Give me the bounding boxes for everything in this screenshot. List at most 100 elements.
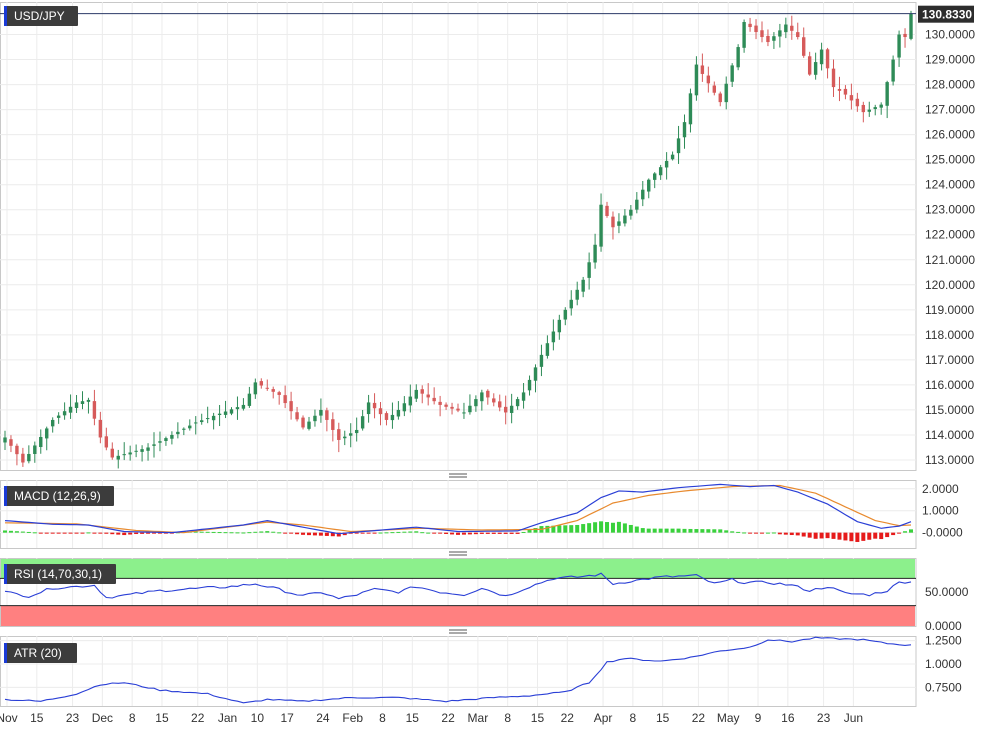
x-tick-label: Jan (218, 711, 237, 725)
candle (647, 179, 651, 192)
rsi-y-tick-label: 50.0000 (925, 585, 969, 599)
macd-histogram-bar (74, 532, 79, 534)
candle (438, 401, 442, 405)
candle (766, 35, 770, 43)
y-tick-label: 125.0000 (925, 153, 975, 167)
pane-frame-main (0, 2, 917, 471)
y-tick-label: 113.0000 (925, 453, 974, 467)
candle (796, 32, 800, 38)
macd-histogram-bar (157, 532, 162, 534)
macd-histogram-bar (670, 528, 675, 533)
candle (349, 433, 353, 436)
macd-histogram-bar (289, 532, 294, 534)
x-tick-label: 22 (441, 711, 455, 725)
candle (3, 437, 7, 443)
y-tick-label: 115.0000 (925, 403, 974, 417)
candle (706, 75, 711, 84)
candle (205, 418, 210, 420)
macd-histogram-bar (354, 532, 359, 534)
macd-histogram-bar (146, 532, 151, 534)
candle (140, 449, 144, 452)
candle (15, 445, 19, 455)
x-tick-label: Mar (468, 711, 489, 725)
atr-title-accent (4, 643, 7, 663)
macd-histogram-bar (414, 531, 419, 533)
candle (813, 62, 818, 75)
candle (831, 68, 836, 88)
candle (736, 47, 740, 68)
macd-histogram-bar (891, 532, 896, 536)
macd-histogram-bar (80, 532, 85, 534)
candle (426, 394, 430, 398)
macd-histogram-bar (873, 532, 878, 539)
candle (909, 13, 913, 39)
macd-histogram-bar (62, 532, 67, 534)
macd-histogram-bar (342, 532, 347, 536)
x-tick-label: 17 (280, 711, 294, 725)
candle (223, 411, 228, 415)
macd-line (4, 483, 912, 535)
candle (533, 367, 538, 381)
main-title-accent (4, 6, 7, 26)
macd-histogram-bar (444, 532, 449, 534)
y-tick-label: 123.0000 (925, 203, 975, 217)
macd-histogram-bar (730, 531, 735, 533)
macd-histogram-bar (485, 532, 490, 534)
candle (325, 410, 329, 420)
macd-histogram-bar (581, 524, 586, 533)
macd-histogram-bar (748, 532, 753, 534)
candle (378, 408, 383, 415)
candle (158, 441, 162, 443)
macd-histogram-bar (38, 532, 43, 534)
macd-histogram-bar (587, 523, 592, 533)
candle (474, 399, 478, 407)
candle (623, 215, 627, 224)
candle (164, 438, 168, 441)
candle (390, 414, 395, 421)
candle (354, 429, 359, 434)
candle (611, 216, 615, 228)
rsi-line (4, 572, 912, 600)
x-tick-label: 10 (251, 711, 265, 725)
macd-title: MACD (12,26,9) (14, 489, 101, 503)
macd-histogram-bar (545, 525, 550, 533)
macd-histogram-bar (509, 532, 514, 534)
candle (730, 65, 734, 82)
rsi-title-accent (4, 564, 7, 584)
macd-histogram-bar (330, 532, 335, 537)
candle (295, 412, 299, 420)
macd-histogram-bar (152, 532, 157, 534)
macd-histogram-bar (813, 532, 818, 539)
macd-histogram-bar (461, 532, 466, 535)
candle (92, 401, 97, 419)
candle (605, 205, 609, 216)
candle (432, 397, 436, 402)
macd-histogram-bar (652, 528, 657, 533)
macd-histogram-bar (640, 528, 645, 533)
macd-histogram-bar (104, 532, 109, 534)
x-tick-label: Jun (844, 711, 863, 725)
candle (551, 331, 556, 343)
y-tick-label: 128.0000 (925, 78, 975, 92)
macd-signal-line (4, 484, 912, 534)
y-tick-label: 126.0000 (925, 128, 975, 142)
macd-histogram-bar (491, 532, 496, 534)
candle (211, 415, 216, 421)
candle (748, 23, 752, 28)
y-tick-label: 119.0000 (925, 303, 974, 317)
macd-histogram-bar (533, 528, 538, 533)
candle (188, 425, 192, 429)
macd-histogram-bar (265, 531, 270, 533)
y-tick-label: 114.0000 (925, 428, 974, 442)
candle (569, 299, 573, 309)
atr-y-tick-label: 0.7500 (925, 680, 962, 694)
macd-histogram-bar (92, 532, 97, 534)
macd-histogram-bar (56, 532, 61, 534)
macd-histogram-bar (235, 532, 240, 534)
candle (527, 379, 532, 391)
candle (39, 436, 43, 448)
candle (682, 122, 687, 138)
candle (372, 402, 377, 409)
candle (56, 415, 61, 418)
